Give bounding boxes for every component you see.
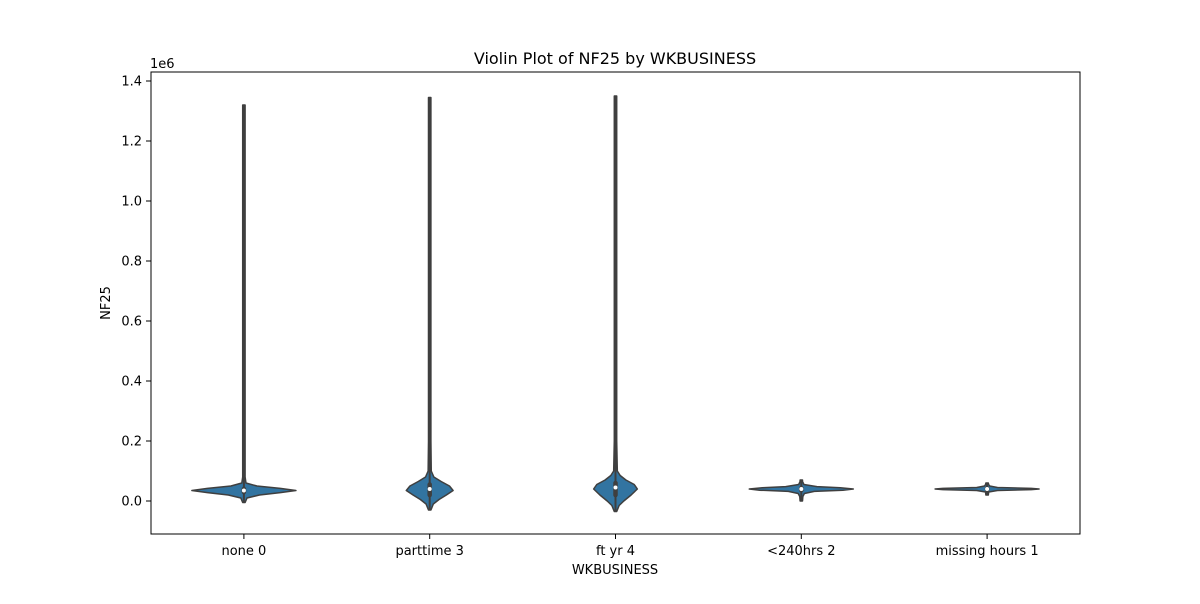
y-tick-label: 0.8 <box>121 255 142 270</box>
x-tick-label: none 0 <box>221 544 266 559</box>
y-tick-label: 0.6 <box>121 315 142 330</box>
violin-median <box>985 487 990 491</box>
violins <box>191 95 1040 513</box>
chart-title: Violin Plot of NF25 by WKBUSINESS <box>474 49 756 68</box>
y-axis: 0.0 0.2 0.4 0.6 0.8 1.0 1.2 1.4 <box>121 75 151 510</box>
y-axis-title: NF25 <box>99 286 114 320</box>
plot-frame <box>150 71 1081 535</box>
x-tick-label: missing hours 1 <box>936 544 1039 559</box>
x-axis-title: WKBUSINESS <box>572 563 658 578</box>
y-tick-label: 0.4 <box>121 375 142 390</box>
y-tick-label: 0.0 <box>121 495 142 510</box>
violin-median <box>427 487 432 491</box>
violin-median <box>799 487 804 491</box>
violin-median <box>613 485 618 490</box>
violin-median <box>241 488 246 493</box>
y-tick-label: 1.2 <box>121 135 142 150</box>
x-tick-label: <240hrs 2 <box>767 544 835 559</box>
x-tick-label: ft yr 4 <box>596 544 635 559</box>
y-tick-label: 1.4 <box>121 75 142 90</box>
y-tick-label: 1.0 <box>121 195 142 210</box>
x-axis: none 0 parttime 3 ft yr 4 <240hrs 2 missing … <box>221 534 1039 559</box>
y-tick-label: 0.2 <box>121 435 142 450</box>
x-tick-label: parttime 3 <box>395 544 463 559</box>
y-scale-label: 1e6 <box>150 57 175 72</box>
